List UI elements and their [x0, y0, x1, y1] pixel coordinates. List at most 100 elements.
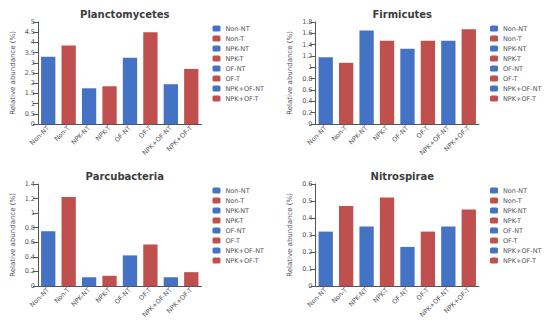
svg-text:NPK+OF-T: NPK+OF-T — [503, 257, 536, 265]
svg-text:NPK+OF-NT: NPK+OF-NT — [226, 85, 265, 93]
svg-text:1.4: 1.4 — [302, 41, 312, 49]
svg-text:NPK-T: NPK-T — [94, 286, 112, 304]
svg-text:NPK+OF-T: NPK+OF-T — [443, 124, 472, 153]
svg-text:Non-T: Non-T — [53, 124, 72, 143]
svg-text:NPK-T: NPK-T — [503, 217, 521, 225]
svg-text:NPK-T: NPK-T — [371, 286, 389, 304]
svg-text:NPK+OF-T: NPK+OF-T — [226, 257, 259, 265]
svg-text:Non-NT: Non-NT — [28, 286, 51, 309]
svg-text:1: 1 — [308, 63, 312, 71]
svg-text:4.5: 4.5 — [25, 28, 35, 36]
svg-text:NPK-NT: NPK-NT — [226, 45, 250, 53]
svg-text:0.5: 0.5 — [25, 110, 35, 118]
svg-text:0.8: 0.8 — [25, 224, 35, 232]
svg-text:1.6: 1.6 — [302, 29, 312, 37]
svg-text:0.3: 0.3 — [302, 231, 312, 239]
svg-text:Planctomycetes: Planctomycetes — [80, 9, 169, 20]
svg-text:NPK-NT: NPK-NT — [70, 286, 92, 308]
svg-text:NPK-NT: NPK-NT — [226, 207, 250, 215]
svg-text:Non-NT: Non-NT — [28, 124, 51, 147]
svg-text:OF-T: OF-T — [226, 237, 241, 245]
svg-text:OF-NT: OF-NT — [390, 286, 410, 306]
svg-text:Relative abundance (%): Relative abundance (%) — [286, 31, 294, 115]
svg-text:NPK+OF-T: NPK+OF-T — [226, 95, 259, 103]
svg-text:0: 0 — [31, 120, 35, 128]
svg-text:0.5: 0.5 — [302, 197, 312, 205]
svg-text:0.8: 0.8 — [302, 75, 312, 83]
svg-text:Non-T: Non-T — [503, 197, 522, 205]
svg-text:OF-NT: OF-NT — [226, 227, 246, 235]
svg-text:1.4: 1.4 — [25, 180, 35, 188]
svg-text:NPK-T: NPK-T — [226, 217, 244, 225]
svg-text:NPK-NT: NPK-NT — [503, 207, 527, 215]
svg-text:OF-NT: OF-NT — [503, 227, 523, 235]
svg-text:Parcubacteria: Parcubacteria — [86, 171, 164, 182]
svg-text:Non-NT: Non-NT — [226, 187, 250, 195]
svg-text:OF-NT: OF-NT — [113, 286, 133, 306]
svg-text:Non-T: Non-T — [226, 197, 245, 205]
svg-text:NPK+OF-NT: NPK+OF-NT — [503, 247, 542, 255]
svg-text:OF-NT: OF-NT — [503, 65, 523, 73]
svg-text:OF-T: OF-T — [137, 286, 153, 302]
svg-text:OF-NT: OF-NT — [390, 124, 410, 144]
svg-text:NPK-T: NPK-T — [503, 55, 521, 63]
svg-text:NPK+OF-T: NPK+OF-T — [165, 286, 194, 315]
svg-text:OF-T: OF-T — [137, 124, 153, 140]
svg-text:4: 4 — [31, 38, 35, 46]
svg-text:NPK-NT: NPK-NT — [347, 286, 369, 308]
svg-text:OF-NT: OF-NT — [113, 124, 133, 144]
svg-text:0.4: 0.4 — [302, 97, 312, 105]
svg-text:Non-NT: Non-NT — [503, 25, 527, 33]
svg-text:NPK+OF-NT: NPK+OF-NT — [503, 85, 542, 93]
svg-text:NPK-NT: NPK-NT — [347, 124, 369, 146]
svg-text:OF-T: OF-T — [226, 75, 241, 83]
svg-text:Non-T: Non-T — [330, 124, 349, 143]
svg-text:Non-T: Non-T — [226, 35, 245, 43]
svg-text:0.4: 0.4 — [302, 214, 312, 222]
svg-text:Nitrospirae: Nitrospirae — [371, 171, 435, 182]
svg-text:1: 1 — [31, 100, 35, 108]
svg-text:Non-T: Non-T — [330, 286, 349, 305]
svg-text:Firmicutes: Firmicutes — [372, 9, 432, 20]
svg-text:NPK-T: NPK-T — [94, 124, 112, 142]
svg-text:OF-T: OF-T — [503, 237, 518, 245]
svg-text:NPK+OF-T: NPK+OF-T — [443, 286, 472, 315]
svg-text:Relative abundance (%): Relative abundance (%) — [9, 31, 17, 115]
svg-text:1.8: 1.8 — [302, 18, 312, 26]
svg-text:3.5: 3.5 — [25, 49, 35, 57]
svg-text:NPK+OF-NT: NPK+OF-NT — [226, 247, 265, 255]
svg-text:OF-T: OF-T — [415, 124, 431, 140]
svg-text:NPK-T: NPK-T — [371, 124, 389, 142]
svg-text:0: 0 — [31, 282, 35, 290]
svg-text:0: 0 — [308, 282, 312, 290]
svg-text:NPK-NT: NPK-NT — [70, 124, 92, 146]
svg-text:NPK+OF-T: NPK+OF-T — [165, 124, 194, 153]
svg-text:NPK-T: NPK-T — [226, 55, 244, 63]
svg-text:0.2: 0.2 — [302, 248, 312, 256]
svg-text:NPK+OF-T: NPK+OF-T — [503, 95, 536, 103]
svg-text:2.5: 2.5 — [25, 69, 35, 77]
svg-text:1.2: 1.2 — [25, 195, 35, 203]
svg-text:1: 1 — [31, 209, 35, 217]
svg-text:Non-T: Non-T — [53, 286, 72, 305]
svg-text:0.2: 0.2 — [302, 109, 312, 117]
svg-text:NPK-NT: NPK-NT — [503, 45, 527, 53]
svg-text:Non-NT: Non-NT — [226, 25, 250, 33]
svg-text:0.6: 0.6 — [25, 238, 35, 246]
svg-text:0.6: 0.6 — [302, 86, 312, 94]
svg-text:Relative abundance (%): Relative abundance (%) — [9, 193, 17, 277]
svg-text:0.1: 0.1 — [302, 265, 312, 273]
svg-text:OF-T: OF-T — [503, 75, 518, 83]
svg-text:Non-T: Non-T — [503, 35, 522, 43]
svg-text:0.6: 0.6 — [302, 180, 312, 188]
svg-text:3: 3 — [31, 59, 35, 67]
svg-text:Non-NT: Non-NT — [306, 124, 329, 147]
svg-text:OF-NT: OF-NT — [226, 65, 246, 73]
svg-text:0.2: 0.2 — [25, 267, 35, 275]
svg-text:0: 0 — [308, 120, 312, 128]
svg-text:0.4: 0.4 — [25, 253, 35, 261]
svg-text:Relative abundance (%): Relative abundance (%) — [286, 193, 294, 277]
svg-text:1.5: 1.5 — [25, 89, 35, 97]
svg-text:OF-T: OF-T — [415, 286, 431, 302]
svg-text:2: 2 — [31, 79, 35, 87]
